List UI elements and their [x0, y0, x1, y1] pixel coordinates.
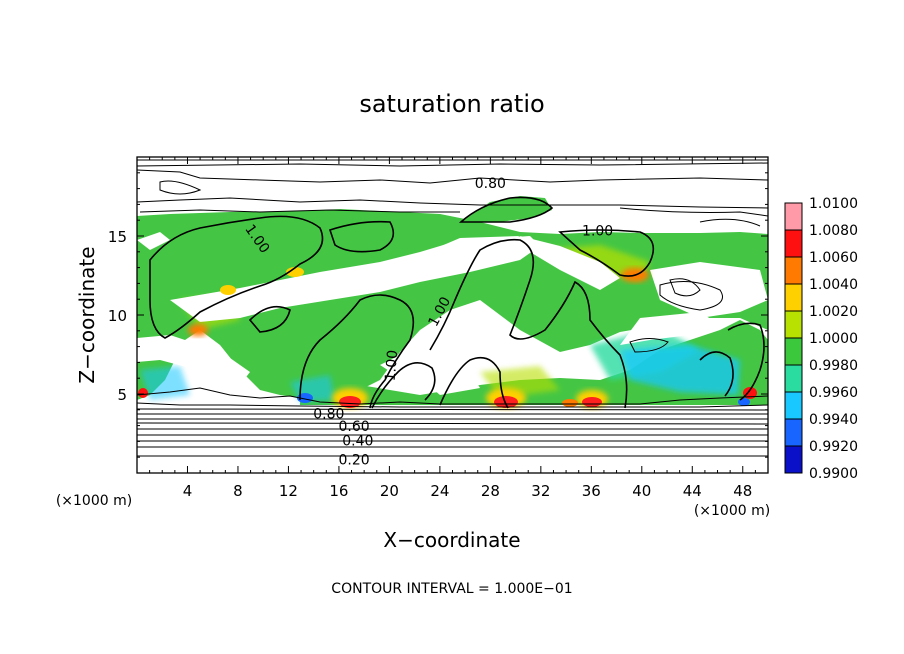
x-tick-label: 4 [183, 482, 193, 500]
colorbar: 1.0100 1.0080 1.0060 1.0040 1.0020 1.0000 0.99… [784, 196, 858, 482]
colorbar-label: 1.0040 [809, 277, 858, 293]
colorbar-label: 1.0060 [809, 250, 858, 266]
x-tick-label: 36 [582, 482, 601, 500]
x-tick-label: 28 [481, 482, 500, 500]
unsaturated-regions [137, 232, 768, 395]
contour-label: 1.00 [582, 223, 613, 239]
x-unit-left: (×1000 m) [56, 493, 132, 509]
y-tick-label: 15 [108, 228, 127, 246]
colorbar-swatch [785, 419, 802, 446]
colorbar-swatch [785, 311, 802, 338]
x-axis: 4 8 12 16 20 24 28 32 36 40 44 48 [149, 157, 756, 500]
contour-label: 0.60 [338, 419, 369, 435]
colorbar-label: 1.0000 [809, 331, 858, 347]
contour-label: 0.40 [342, 433, 373, 449]
x-tick-label: 12 [279, 482, 298, 500]
x-tick-label: 8 [233, 482, 243, 500]
x-axis-label: X−coordinate [383, 528, 520, 552]
contour-label: 0.80 [475, 176, 506, 192]
contour-label: 1.00 [383, 349, 402, 381]
colorbar-label: 0.9960 [809, 385, 858, 401]
colorbar-label: 0.9920 [809, 439, 858, 455]
colorbar-swatch [785, 230, 802, 257]
colorbar-swatch [785, 203, 802, 230]
colorbar-swatch [785, 392, 802, 419]
colorbar-swatch [785, 365, 802, 392]
x-tick-label: 44 [683, 482, 702, 500]
plot-area: 0.801.00 1.001.001.000.800.600.400.20 [137, 157, 768, 473]
colorbar-swatch [785, 446, 802, 473]
contour-lines [137, 159, 768, 457]
x-unit-right: (×1000 m) [694, 503, 770, 519]
x-tick-label: 20 [380, 482, 399, 500]
colorbar-label: 1.0080 [809, 223, 858, 239]
colorbar-swatch [785, 338, 802, 365]
y-tick-label: 10 [108, 307, 127, 325]
colorbar-swatch [785, 257, 802, 284]
colorbar-label: 0.9940 [809, 412, 858, 428]
colorbar-label: 0.9900 [809, 466, 858, 482]
x-tick-label: 48 [733, 482, 752, 500]
contour-label: 0.20 [338, 452, 369, 468]
y-axis-label: Z−coordinate [75, 246, 99, 383]
y-tick-label: 5 [117, 386, 127, 404]
x-tick-label: 40 [632, 482, 651, 500]
footer-note: CONTOUR INTERVAL = 1.000E−01 [331, 581, 572, 597]
y-axis: 5 10 15 [108, 172, 768, 458]
colorbar-label: 0.9980 [809, 358, 858, 374]
colorbar-label: 1.0100 [809, 196, 858, 212]
x-tick-label: 16 [329, 482, 348, 500]
contour-label: 0.80 [313, 407, 344, 423]
chart-title: saturation ratio [359, 90, 544, 118]
colorbar-swatch [785, 284, 802, 311]
x-tick-label: 24 [430, 482, 449, 500]
colorbar-label: 1.0020 [809, 304, 858, 320]
x-tick-label: 32 [531, 482, 550, 500]
